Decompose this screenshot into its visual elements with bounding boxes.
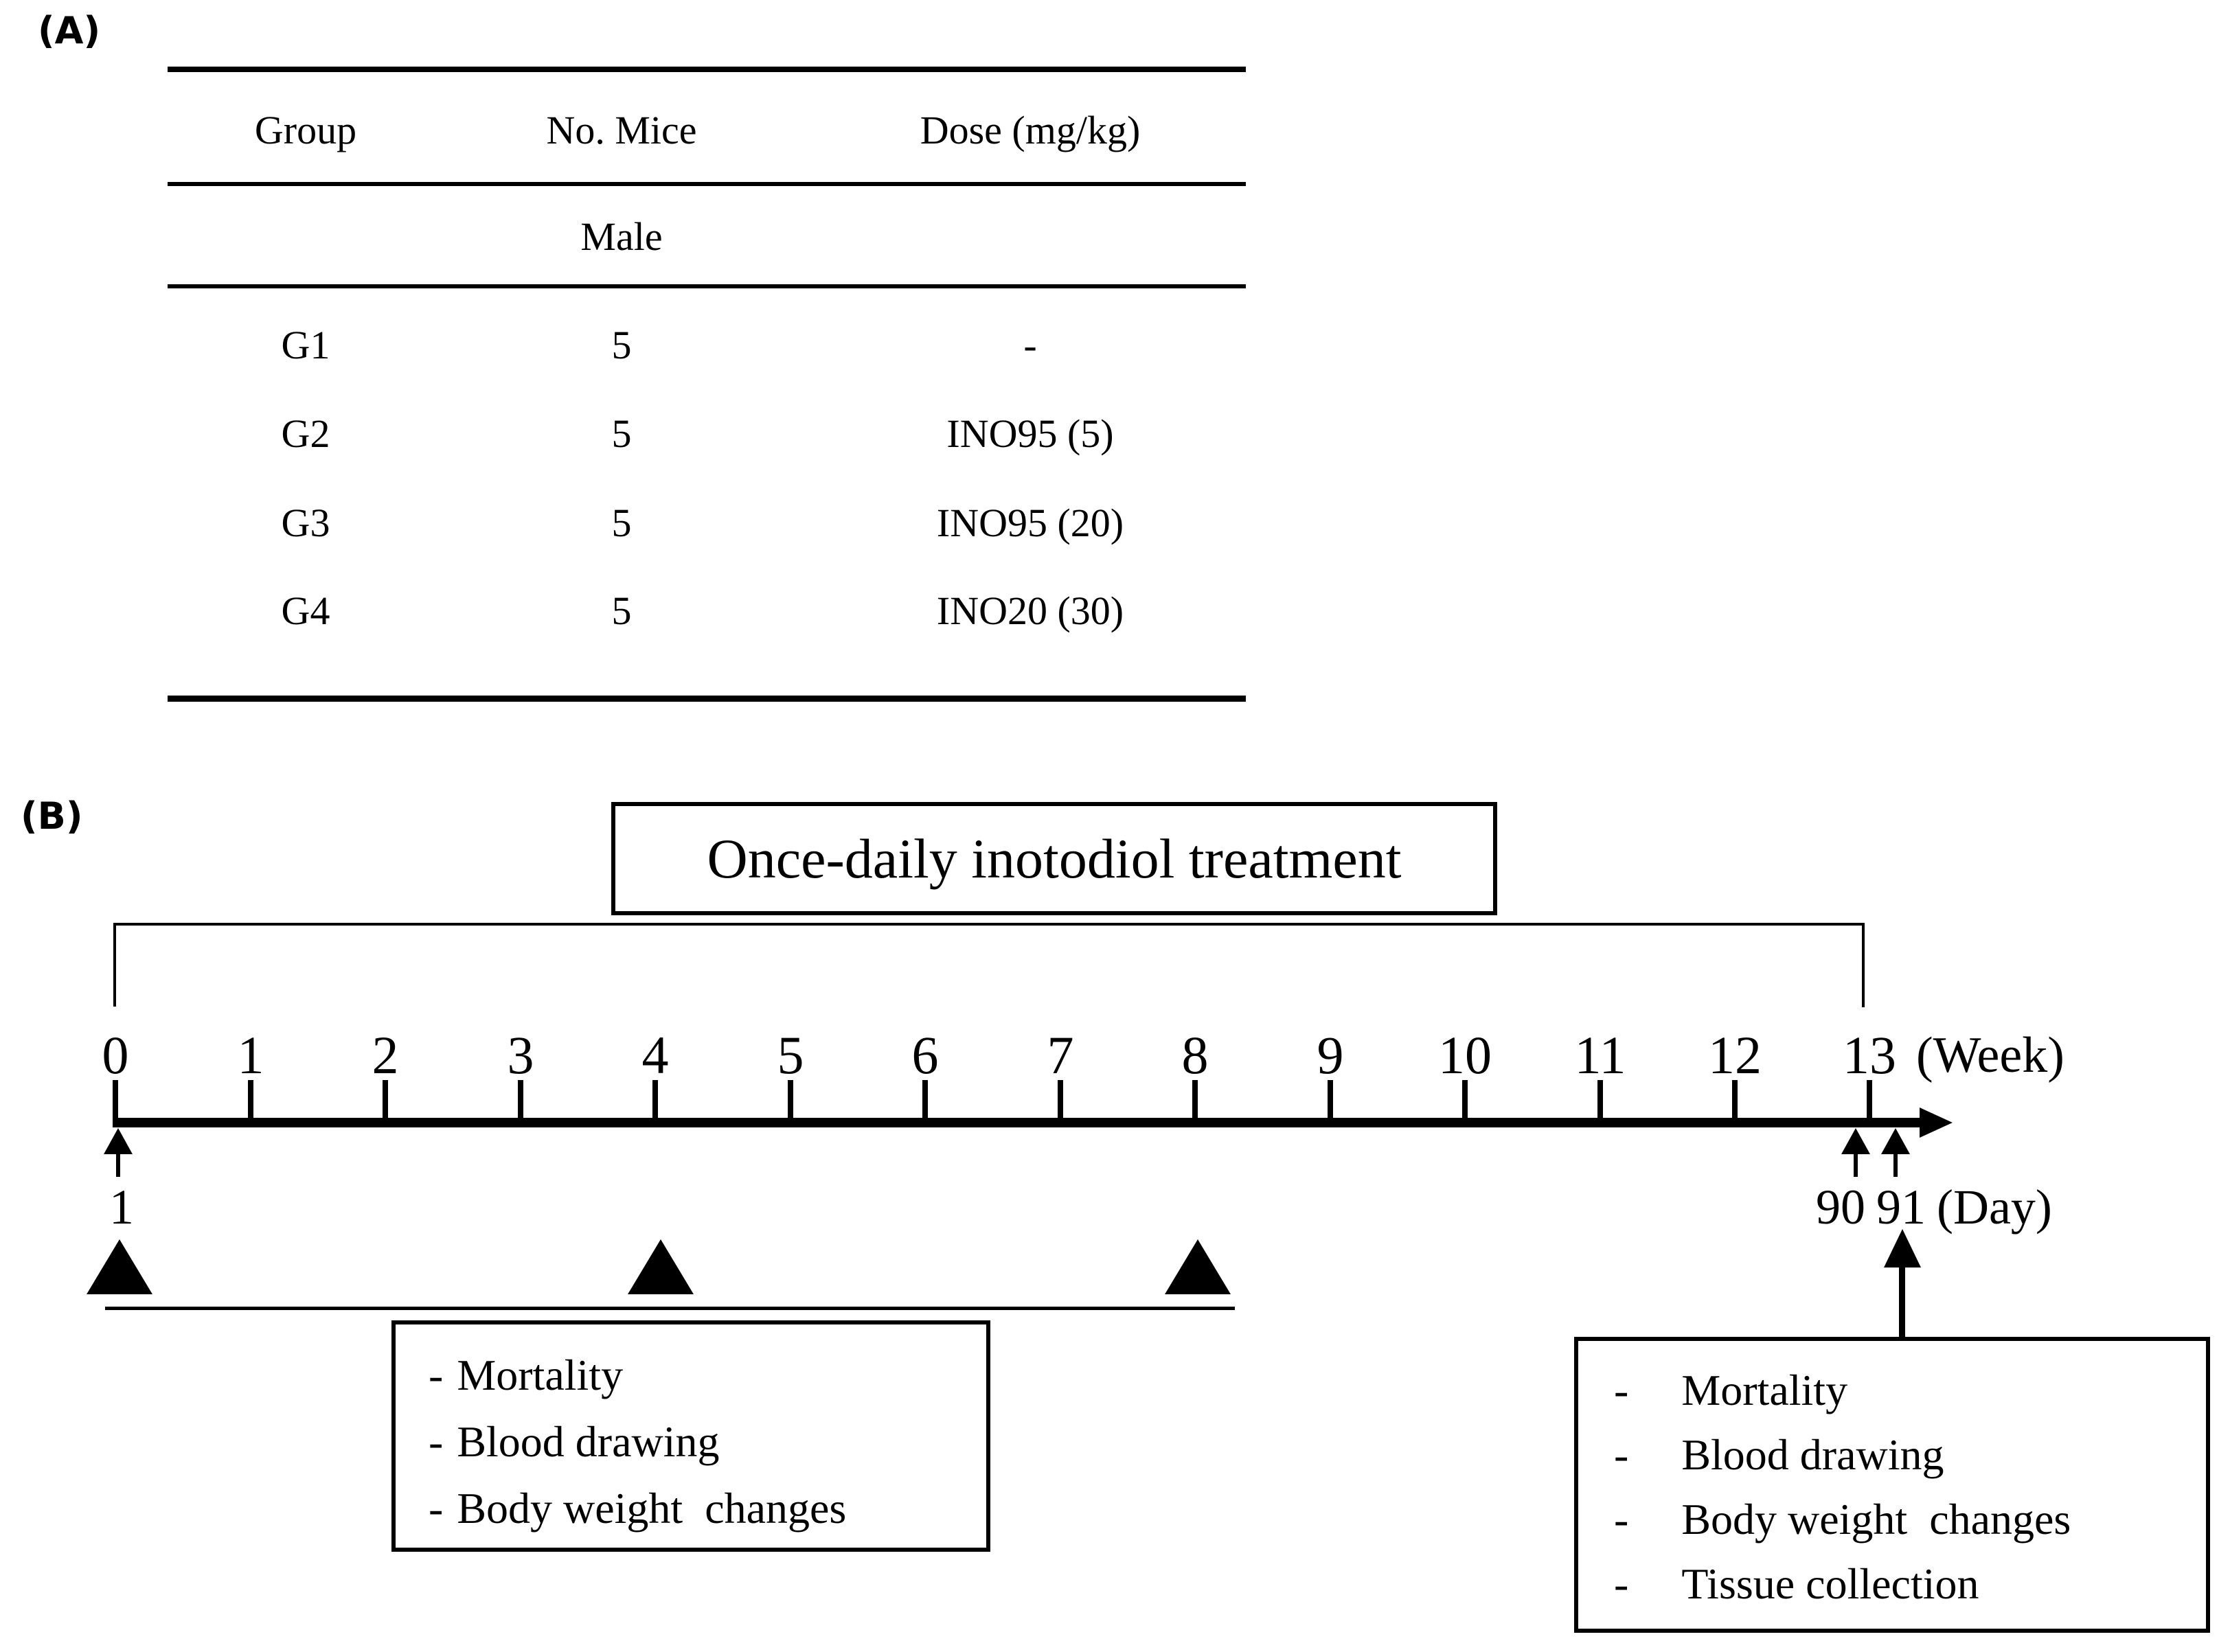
day-unit-label: (Day) (1937, 1180, 2052, 1235)
bullet-dash: - (429, 1351, 444, 1399)
interim-item-blood: Blood drawing (457, 1417, 720, 1466)
terminal-item-mortality: Mortality (1681, 1366, 1848, 1414)
panel-a-label: (A) (38, 9, 101, 52)
list-item: - Blood drawing (429, 1420, 986, 1464)
table-header-no-mice: No. Mice (546, 108, 697, 152)
table-header-group: Group (254, 108, 357, 152)
week-label-8: 8 (1181, 1025, 1209, 1085)
week-tick-6 (922, 1080, 928, 1121)
week-unit-label: (Week) (1916, 1027, 2064, 1083)
week-label-9: 9 (1317, 1025, 1344, 1085)
day1-label: 1 (109, 1180, 134, 1235)
list-item: - Tissue collection (1614, 1562, 2206, 1606)
bullet-dash: - (1614, 1559, 1629, 1608)
week-label-6: 6 (911, 1025, 939, 1085)
day1-arrow-icon (104, 1128, 133, 1154)
terminal-item-bodyweight: Body weight changes (1681, 1495, 2071, 1544)
week-label-11: 11 (1574, 1025, 1626, 1085)
treatment-box: Once-daily inotodiol treatment (611, 802, 1497, 915)
bullet-dash: - (1614, 1366, 1629, 1414)
week-tick-10 (1462, 1080, 1468, 1121)
list-item: - Blood drawing (1614, 1433, 2206, 1477)
week-label-1: 1 (237, 1025, 264, 1085)
row3-dose: INO95 (20) (936, 501, 1124, 545)
week-label-13: 13 (1843, 1025, 1896, 1085)
terminal-item-tissue: Tissue collection (1681, 1559, 1979, 1608)
terminal-arrow-icon (1884, 1229, 1921, 1267)
row1-n: 5 (611, 323, 632, 367)
sampling-underline (105, 1307, 1235, 1310)
table-rule-bottom (168, 696, 1246, 702)
bullet-dash: - (429, 1417, 444, 1466)
week-tick-7 (1058, 1080, 1063, 1121)
week-tick-4 (652, 1080, 658, 1121)
week-tick-0 (113, 1080, 118, 1121)
week-label-7: 7 (1047, 1025, 1074, 1085)
week-label-2: 2 (372, 1025, 399, 1085)
week-tick-3 (518, 1080, 523, 1121)
treatment-bracket-horizontal (115, 923, 1865, 926)
day1-arrow-shaft (116, 1154, 120, 1177)
day90-arrow-icon (1841, 1128, 1870, 1154)
treatment-bracket-right (1862, 923, 1865, 1007)
bullet-dash: - (1614, 1495, 1629, 1544)
row2-group: G2 (281, 411, 330, 456)
table-rule-below-subheader (168, 284, 1246, 288)
table-header-dose: Dose (mg/kg) (920, 108, 1141, 152)
week-tick-8 (1192, 1080, 1198, 1121)
day90-label: 90 (1816, 1180, 1865, 1235)
week-label-10: 10 (1438, 1025, 1492, 1085)
week-tick-2 (383, 1080, 388, 1121)
interim-item-bodyweight: Body weight changes (457, 1484, 847, 1533)
terminal-item-blood: Blood drawing (1681, 1430, 1944, 1479)
day90-arrow-shaft (1854, 1154, 1858, 1177)
list-item: - Body weight changes (1614, 1498, 2206, 1541)
axis-arrowhead-icon (1920, 1108, 1953, 1138)
week-label-12: 12 (1708, 1025, 1762, 1085)
terminal-observations-box: - Mortality - Blood drawing - Body weigh… (1574, 1337, 2210, 1633)
row4-dose: INO20 (30) (936, 588, 1124, 633)
sampling-triangle-week8-icon (1165, 1239, 1231, 1294)
day91-label: 91 (1876, 1180, 1926, 1235)
list-item: - Body weight changes (429, 1487, 986, 1530)
row4-group: G4 (281, 588, 330, 633)
treatment-bracket-left (113, 923, 116, 1007)
row3-group: G3 (281, 501, 330, 545)
week-label-5: 5 (777, 1025, 804, 1085)
week-label-4: 4 (641, 1025, 669, 1085)
week-tick-1 (248, 1080, 253, 1121)
row3-n: 5 (611, 501, 632, 545)
day91-arrow-icon (1881, 1128, 1910, 1154)
bullet-dash: - (1614, 1430, 1629, 1479)
sampling-triangle-week0-icon (87, 1239, 152, 1294)
sampling-triangle-week4-icon (628, 1239, 694, 1294)
interim-observations-box: - Mortality - Blood drawing - Body weigh… (391, 1320, 990, 1552)
day91-arrow-shaft (1893, 1154, 1898, 1177)
interim-item-mortality: Mortality (457, 1351, 624, 1399)
week-tick-12 (1732, 1080, 1738, 1121)
table-rule-below-header (168, 182, 1246, 186)
week-tick-11 (1597, 1080, 1603, 1121)
week-label-0: 0 (102, 1025, 129, 1085)
list-item: - Mortality (1614, 1368, 2206, 1412)
terminal-arrow-shaft (1899, 1267, 1905, 1337)
row1-dose: - (1023, 323, 1037, 367)
panel-b-label: (B) (21, 794, 83, 838)
table-subheader-male: Male (580, 214, 663, 259)
list-item: - Mortality (429, 1353, 986, 1397)
week-tick-9 (1328, 1080, 1333, 1121)
table-rule-top (168, 67, 1246, 72)
timeline-axis (113, 1118, 1923, 1127)
row2-n: 5 (611, 411, 632, 456)
row2-dose: INO95 (5) (946, 411, 1114, 456)
bullet-dash: - (429, 1484, 444, 1533)
week-label-3: 3 (507, 1025, 534, 1085)
week-tick-13 (1867, 1080, 1872, 1121)
week-tick-5 (788, 1080, 793, 1121)
row1-group: G1 (281, 323, 330, 367)
treatment-box-label: Once-daily inotodiol treatment (707, 827, 1402, 890)
row4-n: 5 (611, 588, 632, 633)
